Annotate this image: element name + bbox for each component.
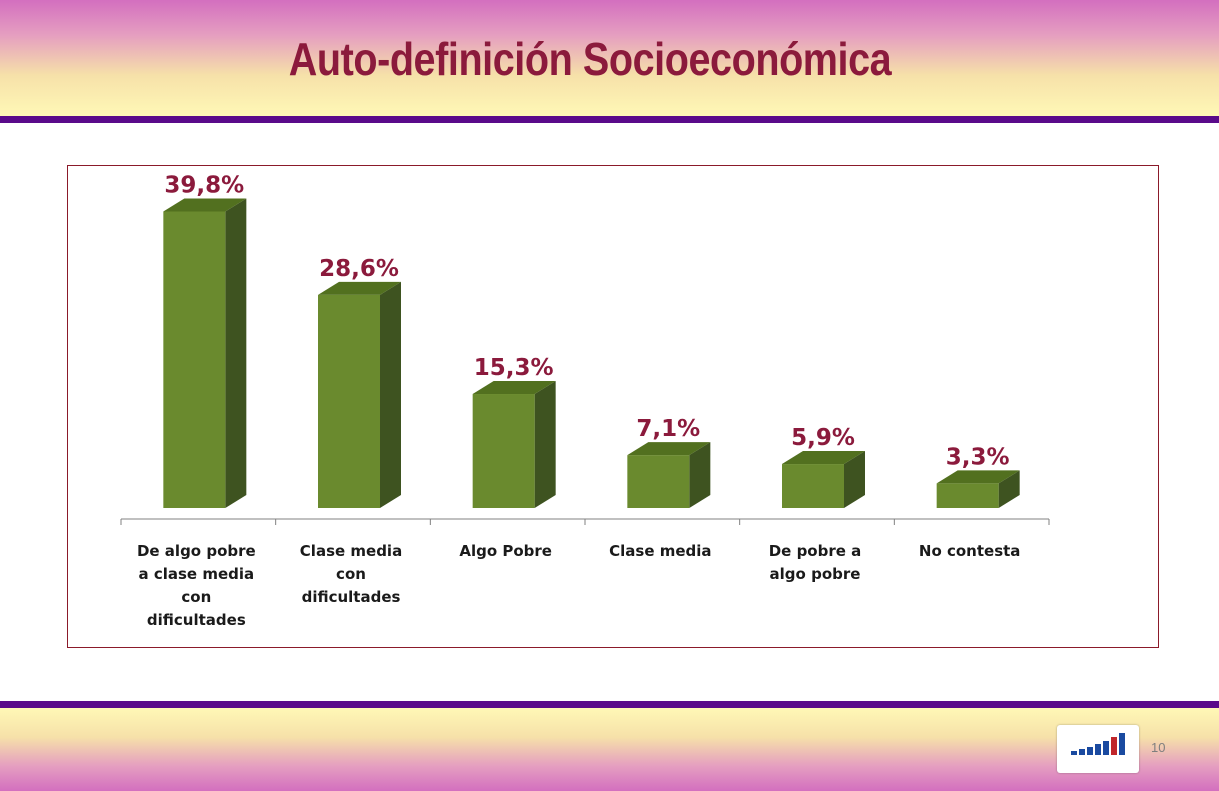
bar-side (225, 198, 247, 509)
category-label: a clase media (139, 565, 255, 583)
bar-top (627, 442, 711, 456)
footer-band (0, 708, 1219, 791)
data-label: 15,3% (474, 355, 554, 381)
page-number: 10 (1151, 740, 1166, 755)
bar-side (998, 470, 1020, 508)
company-logo (1057, 725, 1139, 773)
footer-divider (0, 701, 1219, 708)
bar-top (318, 281, 401, 295)
data-label: 7,1% (636, 416, 700, 442)
bar (627, 455, 690, 508)
page-title: Auto-definición Socioeconómica (288, 33, 892, 85)
bar (936, 483, 999, 508)
data-label: 39,8% (164, 172, 244, 198)
bar-top (163, 198, 247, 212)
category-label: No contesta (919, 542, 1021, 560)
category-label: con (181, 588, 211, 606)
bar (163, 211, 226, 509)
data-label: 3,3% (946, 444, 1010, 470)
category-label: dificultades (302, 588, 401, 606)
category-label: Clase media (609, 542, 711, 560)
category-label: dificultades (147, 611, 246, 629)
category-label: algo pobre (770, 565, 861, 583)
category-label: Algo Pobre (459, 542, 552, 560)
bar-chart: 39,8% De algo pobre a clase media con dificu… (120, 172, 1050, 629)
bar-top (472, 381, 556, 395)
category-label: De algo pobre (137, 542, 256, 560)
bar (318, 294, 380, 508)
bar-side (689, 442, 711, 508)
header-band (0, 0, 1219, 116)
bar-side (380, 281, 401, 508)
data-label: 28,6% (319, 256, 399, 282)
bar (782, 464, 844, 508)
category-label: De pobre a (769, 542, 862, 560)
bar-side (844, 451, 865, 508)
bar-side (534, 381, 556, 508)
category-label: Clase media (300, 542, 402, 560)
category-label: con (336, 565, 366, 583)
header-divider (0, 116, 1219, 123)
bar (472, 394, 535, 508)
data-label: 5,9% (791, 425, 855, 451)
chart-frame (67, 165, 1159, 648)
bar-top (782, 451, 865, 465)
bar-top (936, 470, 1020, 484)
